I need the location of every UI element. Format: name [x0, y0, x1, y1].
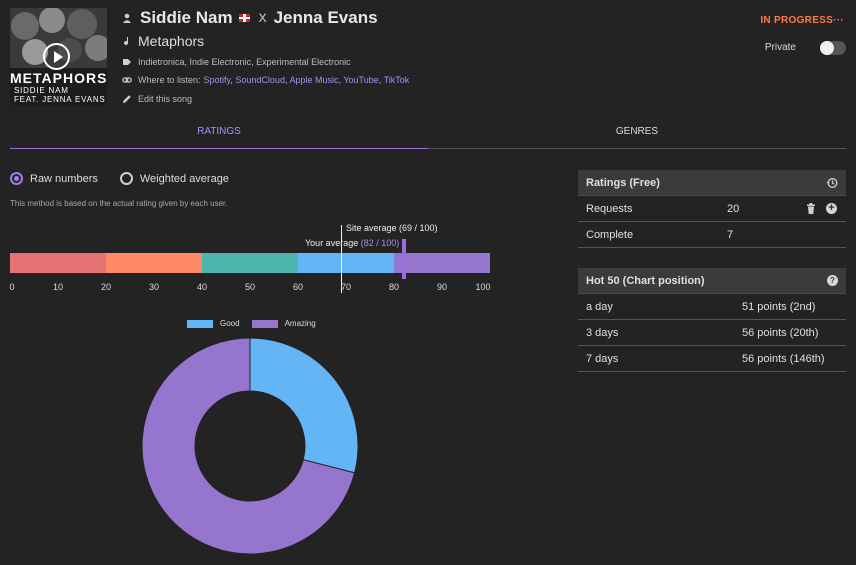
- edit-song-link[interactable]: Edit this song: [122, 94, 192, 104]
- chart-legend: Good Amazing: [187, 319, 316, 328]
- hot50-row-7days: 7 days 56 points (146th): [578, 346, 846, 372]
- tab-genres[interactable]: GENRES: [615, 126, 659, 137]
- scale-segment-1: [10, 253, 106, 273]
- hot50-7days-label: 7 days: [586, 352, 619, 365]
- link-tiktok[interactable]: TikTok: [383, 75, 410, 85]
- link-apple-music[interactable]: Apple Music: [289, 75, 339, 85]
- hot50-3days-value: 56 points (20th): [742, 326, 819, 339]
- person-icon: [123, 13, 131, 23]
- trash-icon[interactable]: [806, 203, 816, 214]
- link-soundcloud[interactable]: SoundCloud: [235, 75, 285, 85]
- requests-label: Requests: [586, 202, 633, 215]
- hot50-row-day: a day 51 points (2nd): [578, 294, 846, 320]
- scale-tick-label: 0: [9, 282, 15, 292]
- complete-label: Complete: [586, 228, 634, 241]
- scale-tick-label: 80: [388, 282, 400, 292]
- featured-artist-name[interactable]: Jenna Evans: [273, 8, 378, 27]
- scale-tick-label: 60: [292, 282, 304, 292]
- legend-swatch-amazing: [251, 319, 278, 328]
- add-icon[interactable]: +: [826, 203, 837, 214]
- song-title: Metaphors: [138, 33, 205, 49]
- hot50-day-value: 51 points (2nd): [742, 300, 816, 313]
- ratings-panel-header: Ratings (Free): [578, 170, 846, 196]
- your-average-marker: [401, 239, 406, 279]
- scale-segment-3: [202, 253, 298, 273]
- tag-icon: [123, 59, 131, 65]
- hot50-row-3days: 3 days 56 points (20th): [578, 320, 846, 346]
- scale-tick-label: 20: [100, 282, 112, 292]
- cover-subtitle: SIDDIE NAM FEAT. JENNA EVANS: [14, 86, 106, 104]
- album-cover[interactable]: METAPHORS SIDDIE NAM FEAT. JENNA EVANS: [10, 8, 107, 105]
- tab-bar: RATINGS GENRES: [10, 118, 846, 149]
- artist-name[interactable]: Siddie Nam: [140, 8, 233, 27]
- artist-line: Siddie Nam x Jenna Evans: [122, 8, 378, 28]
- link-icon: [122, 77, 132, 83]
- genres-text: Indietronica, Indie Electronic, Experime…: [138, 57, 351, 67]
- pencil-icon: [123, 95, 131, 103]
- scale-tick-label: 100: [475, 282, 491, 292]
- hot50-panel-header: Hot 50 (Chart position) ?: [578, 268, 846, 294]
- requests-value: 20: [727, 202, 740, 215]
- scale-segment-2: [106, 253, 202, 273]
- ratings-panel: Ratings (Free) Requests 20 + Complete 7: [578, 170, 846, 248]
- legend-label-good[interactable]: Good: [220, 319, 240, 328]
- scale-tick-label: 30: [148, 282, 160, 292]
- status-badge[interactable]: IN PROGRESS···: [760, 15, 844, 26]
- site-average-marker: [341, 225, 343, 293]
- ratings-donut-chart: [141, 337, 359, 555]
- rating-scale-bar: [10, 253, 490, 273]
- hot50-7days-value: 56 points (146th): [742, 352, 825, 365]
- history-icon[interactable]: [826, 177, 838, 189]
- edit-song-label[interactable]: Edit this song: [138, 94, 193, 104]
- radio-raw-numbers-label[interactable]: Raw numbers: [30, 172, 98, 185]
- link-spotify[interactable]: Spotify: [203, 75, 231, 85]
- private-label: Private: [764, 42, 796, 53]
- song-title-line: Metaphors: [122, 33, 204, 49]
- scale-segment-5: [394, 253, 490, 273]
- private-toggle[interactable]: [820, 41, 846, 55]
- listen-line: Where to listen: Spotify, SoundCloud, Ap…: [122, 75, 409, 85]
- donut-slice-good[interactable]: [249, 337, 359, 474]
- hot50-panel: Hot 50 (Chart position) ? a day 51 point…: [578, 268, 846, 372]
- radio-weighted-average[interactable]: [119, 172, 133, 185]
- more-menu-icon[interactable]: ···: [833, 15, 844, 26]
- scale-tick-label: 50: [244, 282, 256, 292]
- music-note-icon: [124, 37, 129, 46]
- scale-tick-label: 40: [196, 282, 208, 292]
- donut-slice-amazing[interactable]: [141, 337, 356, 555]
- ratings-row-complete: Complete 7: [578, 222, 846, 248]
- hot50-day-label: a day: [586, 300, 613, 313]
- hot50-3days-label: 3 days: [586, 326, 619, 339]
- rating-mode-group: Raw numbers Weighted average: [10, 172, 251, 185]
- legend-swatch-good: [187, 319, 213, 328]
- listen-label: Where to listen:: [138, 75, 201, 85]
- ratings-panel-title: Ratings (Free): [586, 176, 660, 189]
- cover-title: METAPHORS: [10, 70, 107, 86]
- uk-flag-icon: [238, 14, 250, 22]
- play-icon[interactable]: [43, 43, 70, 70]
- hot50-panel-title: Hot 50 (Chart position): [586, 274, 705, 287]
- radio-weighted-average-label[interactable]: Weighted average: [139, 172, 229, 185]
- link-youtube[interactable]: YouTube: [343, 75, 379, 85]
- legend-label-amazing[interactable]: Amazing: [284, 319, 316, 328]
- radio-raw-numbers[interactable]: [10, 172, 23, 185]
- method-description: This method is based on the actual ratin…: [10, 199, 228, 208]
- scale-tick-label: 90: [436, 282, 448, 292]
- your-average-label: Your average (82 / 100): [305, 238, 400, 248]
- help-icon[interactable]: ?: [827, 275, 838, 286]
- tab-active-indicator: [10, 148, 428, 149]
- artist-separator: x: [258, 9, 267, 26]
- scale-tick-label: 70: [340, 282, 352, 292]
- scale-tick-label: 10: [52, 282, 64, 292]
- site-average-label: Site average (69 / 100): [346, 223, 438, 233]
- genres-line: Indietronica, Indie Electronic, Experime…: [122, 57, 351, 67]
- ratings-row-requests: Requests 20 +: [578, 196, 846, 222]
- scale-segment-4: [298, 253, 394, 273]
- tab-ratings[interactable]: RATINGS: [197, 126, 241, 137]
- complete-value: 7: [727, 228, 734, 241]
